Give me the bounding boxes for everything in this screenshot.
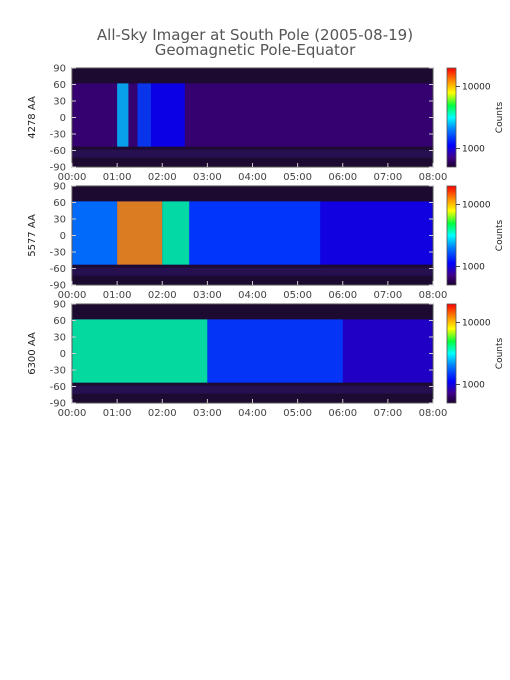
x-tick-label: 08:00 — [419, 172, 448, 183]
y-tick-label: -90 — [50, 163, 66, 174]
enhancement-block-2 — [137, 83, 151, 147]
y-tick-label: 60 — [53, 80, 66, 91]
y-tick-label: 90 — [53, 300, 66, 311]
lower-band — [72, 385, 433, 394]
x-tick-label: 05:00 — [283, 172, 312, 183]
lower-band — [72, 149, 433, 158]
x-tick-label: 01:00 — [103, 408, 132, 419]
enhancement-block-2 — [117, 201, 163, 265]
colorbar-frame — [446, 303, 457, 404]
x-tick-label: 02:00 — [148, 172, 177, 183]
heatmap-panel-2: 90 60 30 0 -30 -60 -90 5577 AA 00:00 01:00 02:00 03… — [27, 182, 505, 302]
y-axis-label: 6300 AA — [27, 332, 38, 375]
colorbar — [447, 186, 456, 285]
x-tick-label: 05:00 — [283, 408, 312, 419]
data-band — [72, 83, 433, 147]
colorbar-label: Counts — [495, 219, 505, 251]
colorbar-tick-label: 10000 — [462, 83, 491, 93]
y-tick-label: 30 — [53, 97, 66, 108]
enhancement-block-2 — [207, 319, 343, 383]
colorbar-label: Counts — [495, 337, 505, 369]
x-tick-label: 07:00 — [373, 172, 402, 183]
x-tick-label: 06:00 — [328, 290, 357, 301]
y-tick-label: 0 — [60, 113, 66, 124]
x-tick-label: 05:00 — [283, 290, 312, 301]
y-tick-label: 90 — [53, 182, 66, 193]
x-tick-label: 00:00 — [58, 290, 87, 301]
y-tick-label: -30 — [50, 130, 66, 141]
x-tick-label: 00:00 — [58, 172, 87, 183]
x-tick-label: 07:00 — [373, 408, 402, 419]
y-tick-label: 30 — [53, 333, 66, 344]
enhancement-block-1 — [117, 83, 129, 147]
y-tick-label: -30 — [50, 366, 66, 377]
colorbar-frame — [446, 67, 457, 168]
x-tick-label: 01:00 — [103, 172, 132, 183]
heatmap-panel-3: 90 60 30 0 -30 -60 -90 6300 AA 00:00 01:00 02:00 03… — [27, 300, 505, 420]
colorbar-tick-label: 1000 — [462, 380, 485, 390]
y-tick-label: 0 — [60, 231, 66, 242]
enhancement-block-4 — [189, 201, 321, 265]
y-axis-label: 4278 AA — [27, 96, 38, 139]
x-tick-label: 08:00 — [419, 408, 448, 419]
y-tick-label: 60 — [53, 316, 66, 327]
enhancement-block-1 — [72, 201, 118, 265]
y-tick-label: -60 — [50, 264, 66, 275]
colorbar-tick-label: 10000 — [462, 319, 491, 329]
heatmap-panel-1: 90 60 30 0 -30 -60 -90 4278 AA 00:00 01:00 02:00 03… — [27, 64, 505, 184]
x-tick-label: 06:00 — [328, 172, 357, 183]
x-tick-label: 04:00 — [238, 290, 267, 301]
lower-band — [72, 267, 433, 276]
x-tick-label: 02:00 — [148, 408, 177, 419]
y-axis-label: 5577 AA — [27, 214, 38, 257]
x-tick-label: 00:00 — [58, 408, 87, 419]
x-tick-label: 04:00 — [238, 408, 267, 419]
x-tick-label: 03:00 — [193, 290, 222, 301]
y-tick-label: 30 — [53, 215, 66, 226]
y-tick-label: -60 — [50, 382, 66, 393]
x-tick-label: 01:00 — [103, 290, 132, 301]
y-tick-label: -60 — [50, 146, 66, 157]
y-tick-label: -90 — [50, 399, 66, 410]
x-tick-label: 03:00 — [193, 408, 222, 419]
colorbar-frame — [446, 185, 457, 286]
colorbar — [447, 304, 456, 403]
y-tick-label: -30 — [50, 248, 66, 259]
x-tick-label: 06:00 — [328, 408, 357, 419]
y-tick-label: 60 — [53, 198, 66, 209]
x-tick-label: 04:00 — [238, 172, 267, 183]
colorbar-tick-label: 1000 — [462, 144, 485, 154]
y-tick-label: 0 — [60, 349, 66, 360]
enhancement-block-3 — [150, 83, 185, 147]
colorbar-tick-label: 1000 — [462, 262, 485, 272]
chart-title-line1: All-Sky Imager at South Pole (2005-08-19… — [97, 26, 413, 44]
y-tick-label: 90 — [53, 64, 66, 75]
x-tick-label: 02:00 — [148, 290, 177, 301]
y-tick-label: -90 — [50, 281, 66, 292]
x-tick-label: 03:00 — [193, 172, 222, 183]
x-tick-label: 07:00 — [373, 290, 402, 301]
colorbar-label: Counts — [495, 101, 505, 133]
chart-title-line2: Geomagnetic Pole-Equator — [155, 41, 356, 59]
enhancement-block-1 — [72, 319, 208, 383]
enhancement-block-3 — [162, 201, 190, 265]
colorbar — [447, 68, 456, 167]
x-tick-label: 08:00 — [419, 290, 448, 301]
colorbar-tick-label: 10000 — [462, 201, 491, 211]
